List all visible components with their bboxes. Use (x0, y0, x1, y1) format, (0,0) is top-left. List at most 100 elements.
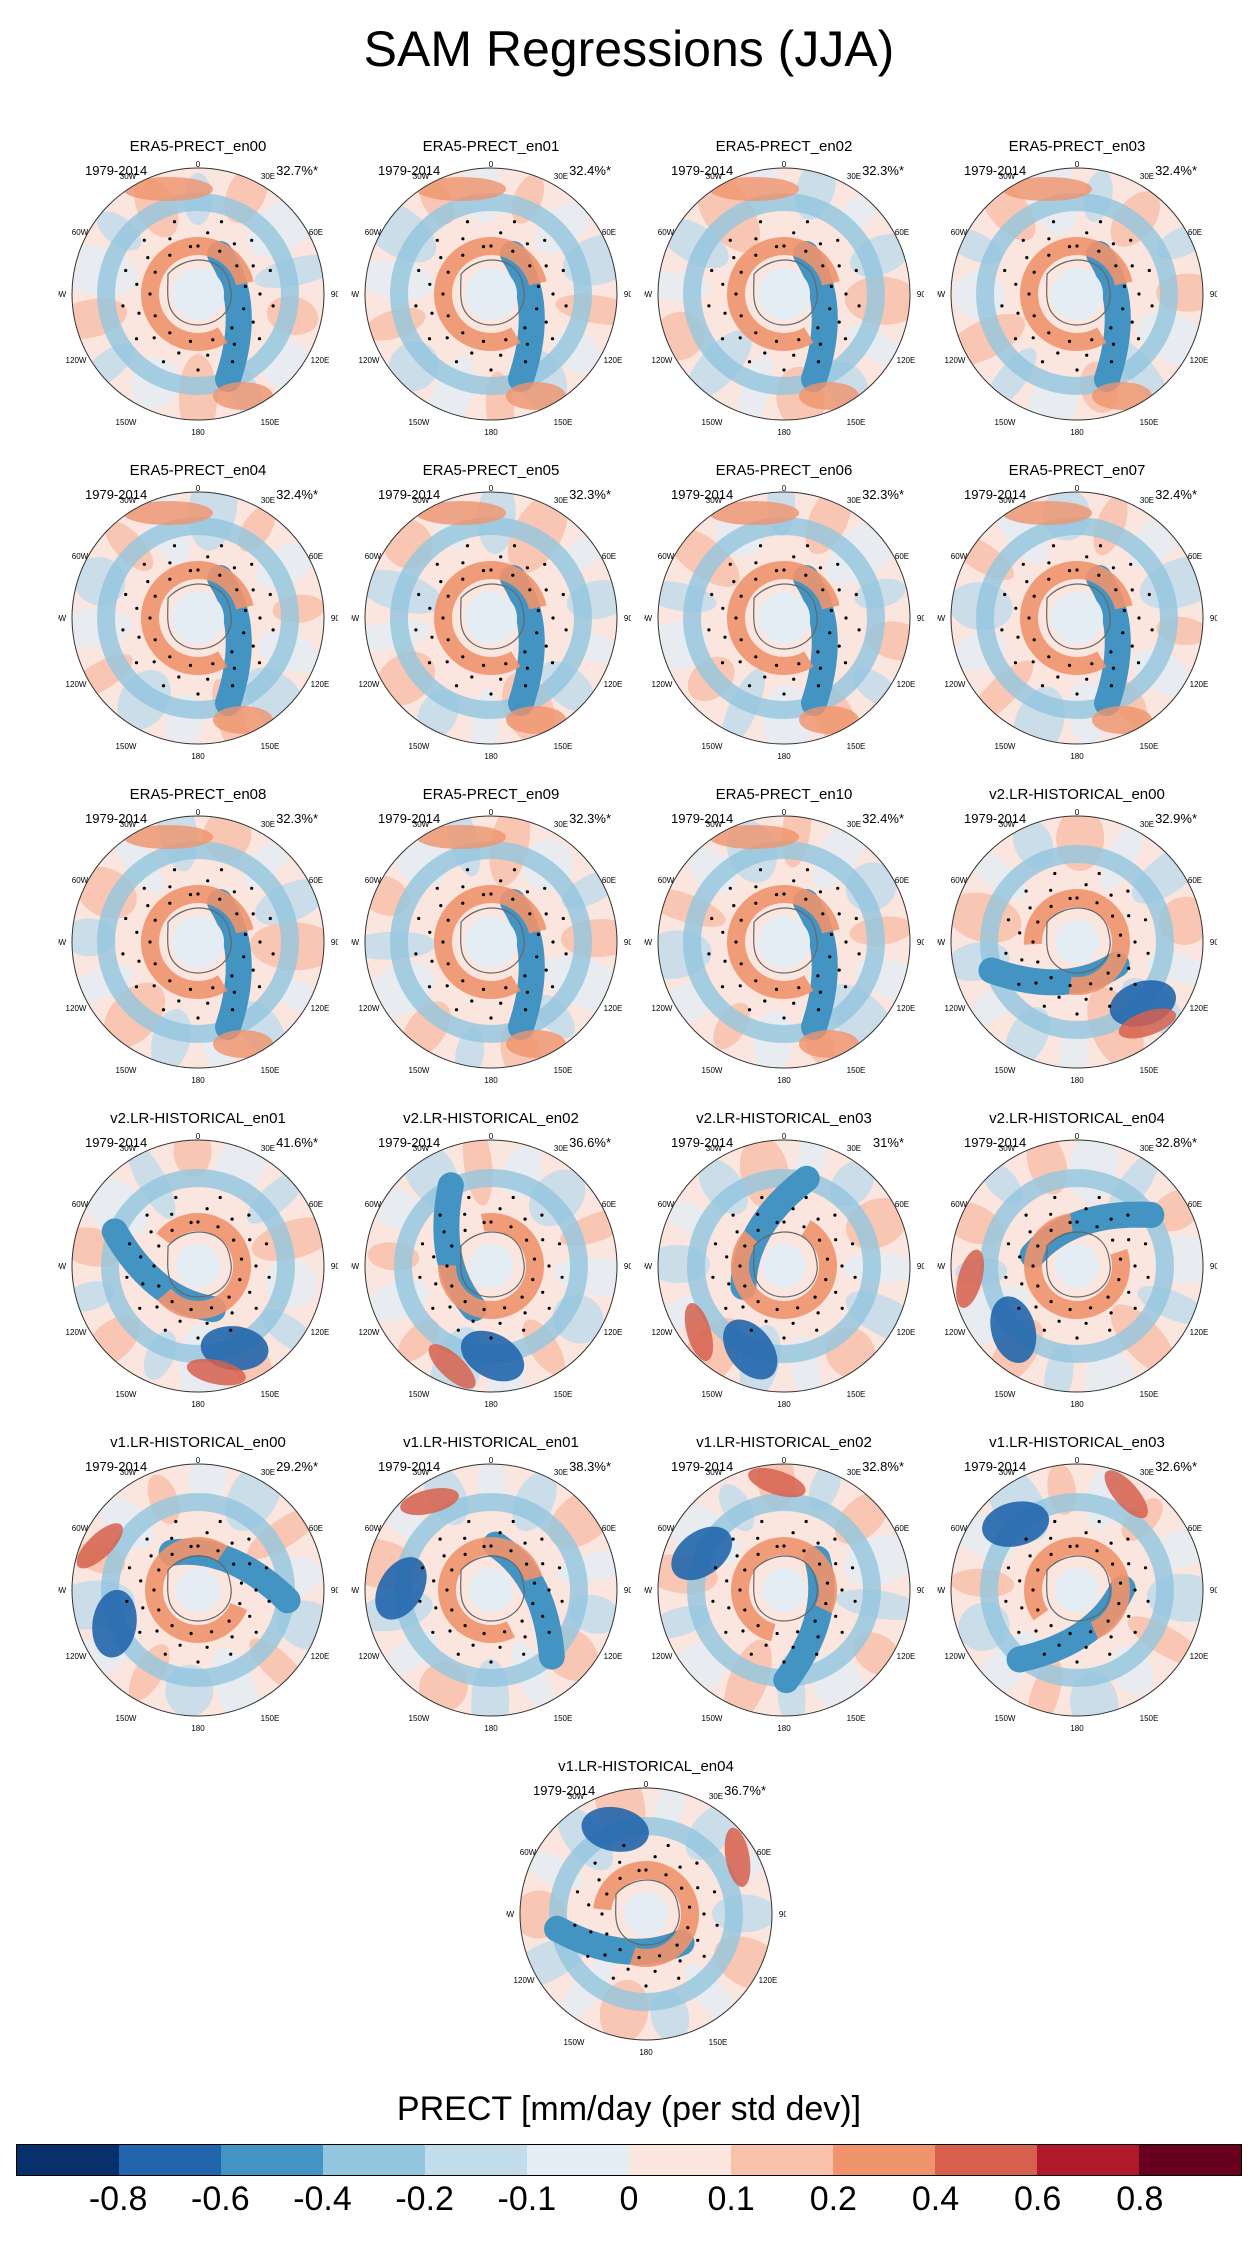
longitude-label: 30E (847, 1468, 861, 1477)
colorbar (16, 2144, 1242, 2176)
longitude-label: 30W (413, 496, 430, 505)
longitude-label: 180 (484, 1076, 498, 1085)
colorbar-tick-label: 0.1 (707, 2180, 755, 2218)
colorbar-tick-label: -0.2 (395, 2180, 454, 2218)
longitude-label: 30E (261, 1468, 275, 1477)
longitude-label: 150W (995, 1714, 1016, 1723)
longitude-label: 60E (895, 1200, 909, 1209)
colorbar-swatch (221, 2145, 323, 2175)
longitude-label: 60E (1188, 1200, 1202, 1209)
longitude-label: 90W (351, 614, 360, 623)
longitude-label: 120W (945, 1652, 966, 1661)
longitude-label: 120E (1190, 1328, 1209, 1337)
map-panel: ERA5-PRECT_en00 1979-2014 32.7%* 0 30W 30E 60W… (58, 138, 338, 438)
longitude-label: 90W (58, 938, 67, 947)
longitude-label: 60E (602, 1200, 616, 1209)
longitude-label: 60E (895, 228, 909, 237)
longitude-label: 30W (120, 172, 137, 181)
colorbar-tick-label: 0.6 (1014, 2180, 1062, 2218)
longitude-label: 120W (652, 1652, 673, 1661)
longitude-label: 30W (413, 1468, 430, 1477)
polar-map: 0 30W 30E 60W 60E 90W 90E 120W 120E 150W 150E 180 (351, 808, 631, 1085)
longitude-label: 120W (66, 1004, 87, 1013)
longitude-label: 120E (1190, 1652, 1209, 1661)
longitude-label: 180 (191, 752, 205, 761)
polar-map: 0 30W 30E 60W 60E 90W 90E 120W 120E 150W 150E 180 (351, 160, 631, 437)
colorbar-swatch (1139, 2145, 1241, 2175)
map-panel: ERA5-PRECT_en04 1979-2014 32.4%* 0 30W 30E 60W… (58, 462, 338, 762)
longitude-label: 150W (564, 2038, 585, 2047)
longitude-label: 90E (917, 1586, 924, 1595)
panel-period: 1979-2014 (671, 1459, 734, 1474)
colorbar-swatch (323, 2145, 425, 2175)
longitude-label: 120E (897, 1004, 916, 1013)
map-panel: ERA5-PRECT_en02 1979-2014 32.3%* 0 30W 30E 60W… (644, 138, 924, 438)
longitude-label: 90E (779, 1910, 786, 1919)
panel-title: ERA5-PRECT_en04 (129, 462, 267, 479)
longitude-label: 60E (602, 552, 616, 561)
map-panel: v1.LR-HISTORICAL_en03 1979-2014 32.6%* 0 30W… (937, 1434, 1217, 1734)
panel-title: v2.LR-HISTORICAL_en01 (110, 1110, 286, 1127)
longitude-label: 90W (351, 290, 360, 299)
panel-period: 1979-2014 (671, 487, 734, 502)
longitude-label: 90W (644, 938, 653, 947)
colorbar-tick-label: 0.4 (911, 2180, 960, 2218)
panel-title: v1.LR-HISTORICAL_en01 (403, 1434, 579, 1451)
longitude-label: 150E (1140, 742, 1159, 751)
longitude-label: 30W (706, 1468, 723, 1477)
longitude-label: 30E (1140, 820, 1154, 829)
longitude-label: 60E (757, 1848, 771, 1857)
longitude-label: 30W (120, 496, 137, 505)
map-panel: ERA5-PRECT_en01 1979-2014 32.4%* 0 30W 30E 60W… (351, 138, 631, 438)
longitude-label: 150W (702, 418, 723, 427)
longitude-label: 0 (489, 1132, 494, 1141)
longitude-label: 0 (644, 1780, 649, 1789)
map-panel: ERA5-PRECT_en07 1979-2014 32.4%* 0 30W 30E 60W… (937, 462, 1217, 762)
panel-title: v1.LR-HISTORICAL_en04 (558, 1758, 734, 1775)
longitude-label: 60W (658, 876, 675, 885)
longitude-label: 30W (706, 172, 723, 181)
longitude-label: 90W (351, 1586, 360, 1595)
longitude-label: 90E (331, 290, 338, 299)
panel-percent: 32.3%* (862, 163, 904, 178)
longitude-label: 180 (1070, 1724, 1084, 1733)
longitude-label: 30W (413, 1144, 430, 1153)
longitude-label: 60E (1188, 228, 1202, 237)
panel-title: v1.LR-HISTORICAL_en02 (696, 1434, 872, 1451)
panel-title: ERA5-PRECT_en05 (422, 462, 560, 479)
panel-percent: 29.2%* (276, 1459, 318, 1474)
longitude-label: 60W (365, 876, 382, 885)
longitude-label: 60E (309, 876, 323, 885)
panel-percent: 38.3%* (569, 1459, 611, 1474)
longitude-label: 90W (506, 1910, 515, 1919)
panel-percent: 32.3%* (862, 487, 904, 502)
longitude-label: 120W (359, 680, 380, 689)
polar-map: 0 30W 30E 60W 60E 90W 90E 120W 120E 150W 150E 180 (937, 484, 1217, 761)
panel-percent: 32.8%* (1155, 1135, 1197, 1150)
longitude-label: 150W (116, 1390, 137, 1399)
polar-map: 0 30W 30E 60W 60E 90W 90E 120W 120E 150W 150E 180 (937, 1132, 1217, 1409)
panel-percent: 32.8%* (862, 1459, 904, 1474)
map-panel: v1.LR-HISTORICAL_en02 1979-2014 32.8%* 0 30W… (644, 1434, 924, 1734)
longitude-label: 60W (951, 228, 968, 237)
longitude-label: 30E (847, 1144, 861, 1153)
longitude-label: 120W (66, 680, 87, 689)
colorbar-swatch (1037, 2145, 1139, 2175)
longitude-label: 120W (66, 1652, 87, 1661)
longitude-label: 120E (311, 356, 330, 365)
longitude-label: 90E (1210, 614, 1217, 623)
colorbar-swatch (527, 2145, 629, 2175)
longitude-label: 30E (261, 1144, 275, 1153)
longitude-label: 150W (116, 418, 137, 427)
map-panel: ERA5-PRECT_en03 1979-2014 32.4%* 0 30W 30E 60W… (937, 138, 1217, 438)
longitude-label: 30E (1140, 496, 1154, 505)
longitude-label: 180 (484, 1724, 498, 1733)
longitude-label: 150E (1140, 1714, 1159, 1723)
longitude-label: 150W (702, 742, 723, 751)
longitude-label: 180 (777, 428, 791, 437)
panel-period: 1979-2014 (671, 811, 734, 826)
panel-percent: 31%* (872, 1135, 904, 1150)
longitude-label: 120W (359, 1652, 380, 1661)
longitude-label: 90E (917, 938, 924, 947)
longitude-label: 0 (1075, 1132, 1080, 1141)
